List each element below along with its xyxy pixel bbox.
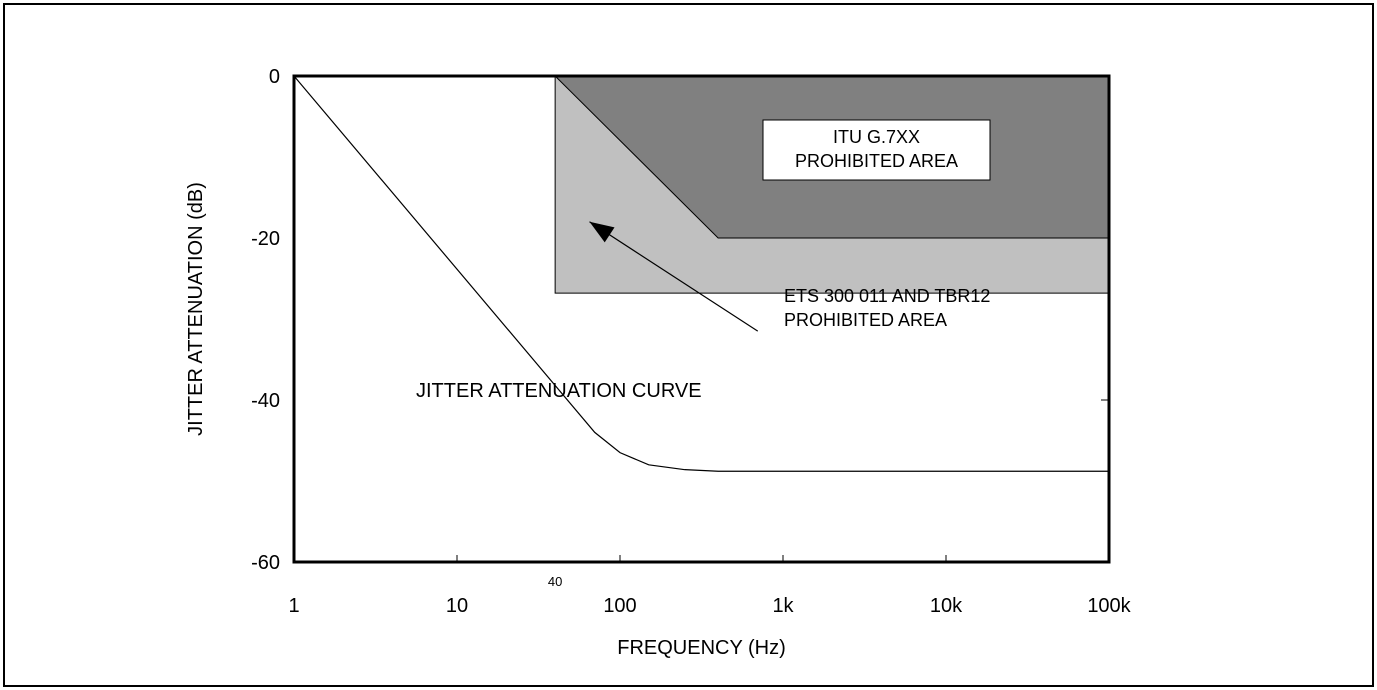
y-tick-label: -60: [251, 552, 280, 574]
x-tick-label: 100k: [1087, 595, 1131, 617]
arrow-head: [589, 221, 615, 243]
series-line-0: [293, 75, 1109, 472]
curve-label: JITTER ATTENUATION CURVE: [416, 380, 702, 402]
plot-area: [292, 74, 1111, 564]
arrow-shaft: [589, 221, 759, 332]
x-tick-label: 1: [288, 595, 299, 617]
x-tick-label: 10k: [930, 595, 963, 617]
prohibited-regions: [553, 75, 1110, 294]
itu-label-line: PROHIBITED AREA: [795, 151, 958, 171]
y-tick-label: -40: [251, 390, 280, 412]
ets-label-line: ETS 300 011 AND TBR12: [784, 286, 990, 306]
x-tick-label: 10: [446, 595, 468, 617]
x-axis-ticks: 1 10 100 1k 10k 100k 40: [288, 555, 1132, 617]
x-marker-label: 40: [548, 574, 562, 589]
y-axis-label: JITTER ATTENUATION (dB): [185, 182, 207, 436]
y-tick-label: 0: [269, 66, 280, 88]
y-tick-label: -20: [251, 228, 280, 250]
itu-label-box: [762, 119, 991, 181]
x-tick-label: 1k: [772, 595, 794, 617]
series-group: [293, 75, 1109, 472]
x-axis-label: FREQUENCY (Hz): [617, 637, 786, 659]
annotations: ITU G.7XX PROHIBITED AREA ETS 300 011 AND …: [416, 119, 991, 402]
x-tick-label: 100: [603, 595, 636, 617]
y-axis-ticks: 0 -20 -40 -60: [251, 66, 1109, 574]
itu-label-line: ITU G.7XX: [833, 127, 920, 147]
ets-label-line: PROHIBITED AREA: [784, 310, 947, 330]
